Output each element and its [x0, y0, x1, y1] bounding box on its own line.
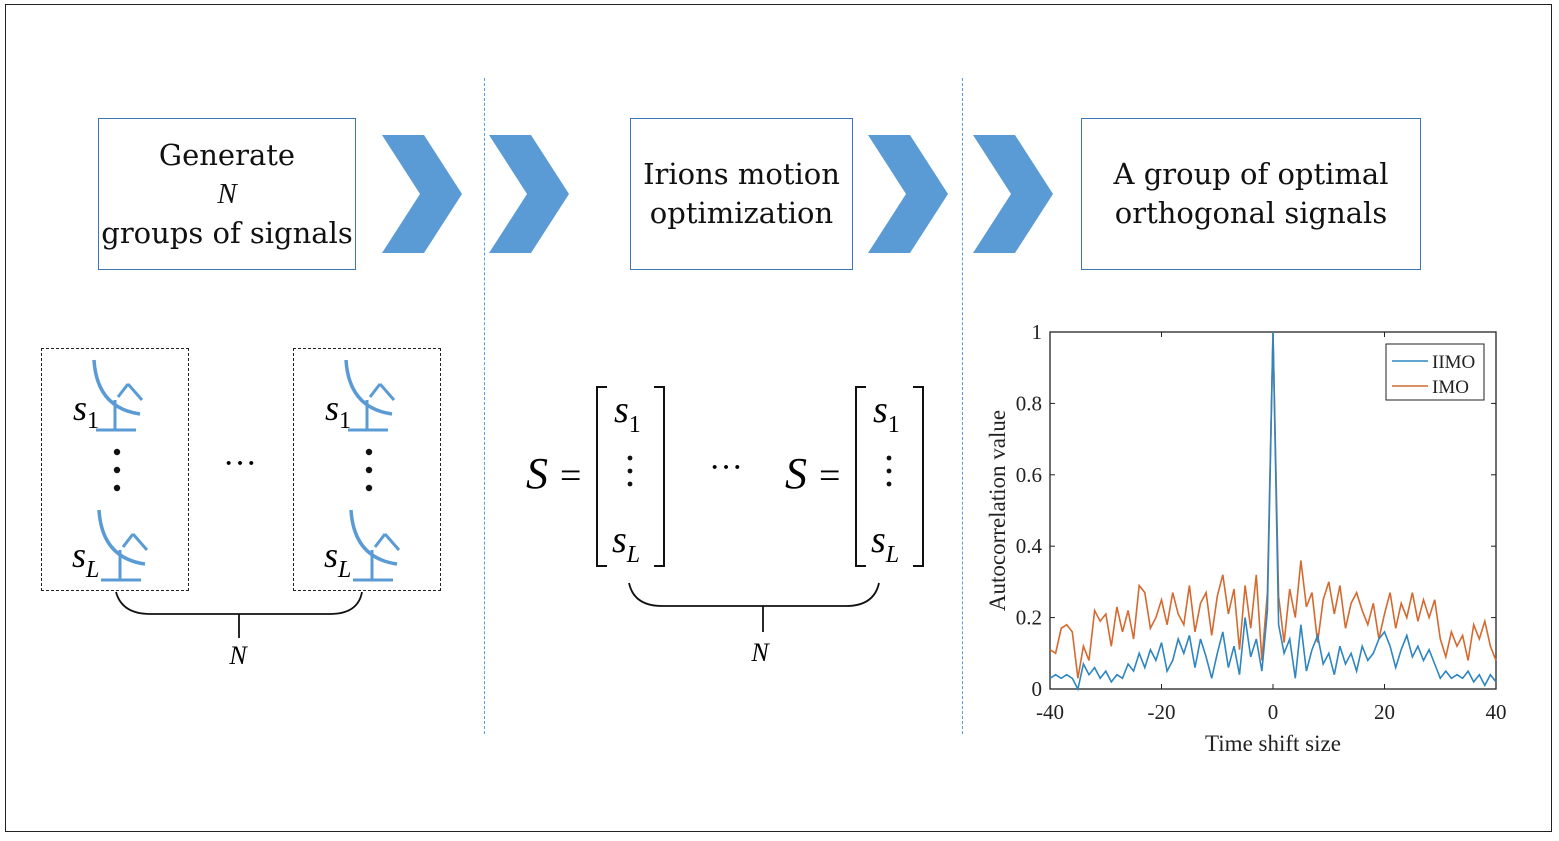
y-tick-label: 0.2 [1016, 606, 1042, 630]
antenna-icon [97, 508, 149, 582]
brace-label-n: N [228, 641, 248, 670]
signal-label-sl: sL [324, 535, 351, 583]
vertical-dots [365, 448, 373, 492]
signal-label-s1: s1 [325, 388, 351, 434]
chevron-right-icon [868, 135, 948, 253]
chevron-right-icon [382, 135, 462, 253]
brace-label-n: N [750, 638, 770, 667]
y-tick-label: 0.4 [1016, 534, 1043, 558]
step-text: Irions motion [643, 157, 840, 191]
antenna-icon [92, 358, 144, 432]
separator-line [484, 78, 485, 734]
equals-sign: = [560, 455, 581, 497]
step-text: orthogonal signals [1114, 196, 1388, 230]
x-tick-label: 40 [1486, 700, 1507, 724]
matrix-entry-sl: sL [871, 519, 899, 568]
x-tick-label: -40 [1036, 700, 1064, 724]
separator-line [962, 78, 963, 734]
antenna-icon [344, 358, 396, 432]
matrix-symbol: S [526, 449, 548, 498]
bracket-right [913, 386, 924, 567]
step-text: optimization [649, 196, 834, 230]
vertical-dots [627, 455, 633, 487]
equals-sign: = [819, 455, 840, 497]
matrix-symbol: S [785, 449, 807, 498]
signal-group-box [41, 348, 189, 591]
x-tick-label: 0 [1268, 700, 1279, 724]
step-irions-optimization: Irions motion optimization [630, 118, 853, 270]
x-tick-label: 20 [1374, 700, 1395, 724]
chevron-right-icon [489, 135, 569, 253]
y-tick-label: 1 [1032, 320, 1043, 344]
signal-group-box [293, 348, 441, 591]
ellipsis: ··· [709, 449, 743, 486]
step-text: A group of optimal [1113, 157, 1389, 191]
y-tick-label: 0.6 [1016, 463, 1042, 487]
ellipsis: ··· [223, 445, 257, 482]
antenna-icon [349, 508, 401, 582]
y-tick-label: 0 [1032, 677, 1043, 701]
matrix-entry-s1: s1 [614, 389, 641, 438]
x-tick-label: -20 [1148, 700, 1176, 724]
matrix-entry-sl: sL [612, 519, 640, 568]
legend-label-imo: IMO [1432, 377, 1469, 398]
x-axis-label: Time shift size [1205, 731, 1341, 756]
step-generate-signals: Generate N groups of signals [98, 118, 356, 270]
step-optimal-signals: A group of optimal orthogonal signals [1081, 118, 1421, 270]
chevron-right-icon [973, 135, 1053, 253]
figure-frame [5, 4, 1552, 832]
matrix-entry-s1: s1 [873, 389, 900, 438]
signal-panels: s1 sL s1 sL ··· N S = s1 sL ··· S = s1 s… [72, 358, 924, 670]
y-tick-label: 0.8 [1016, 391, 1042, 415]
variable-n: N [217, 177, 237, 210]
vertical-dots [113, 448, 121, 492]
y-axis-label: Autocorrelation value [985, 410, 1010, 611]
autocorrelation-chart: -40 -20 0 20 40 0 0.2 0.4 0.6 0.8 1 Time shift size… [985, 320, 1507, 756]
bracket-left [855, 386, 866, 567]
brace [115, 591, 363, 615]
bracket-right [654, 386, 665, 567]
bracket-left [596, 386, 607, 567]
signal-label-s1: s1 [73, 388, 99, 434]
legend-label-iimo: IIMO [1432, 352, 1475, 373]
series-line-iimo [1049, 331, 1497, 692]
brace [628, 582, 880, 607]
step-text: groups of signals [101, 215, 353, 250]
legend-box [1385, 343, 1485, 401]
signal-label-sl: sL [72, 535, 99, 583]
vertical-dots [886, 455, 892, 487]
step-text: Generate [158, 137, 296, 172]
